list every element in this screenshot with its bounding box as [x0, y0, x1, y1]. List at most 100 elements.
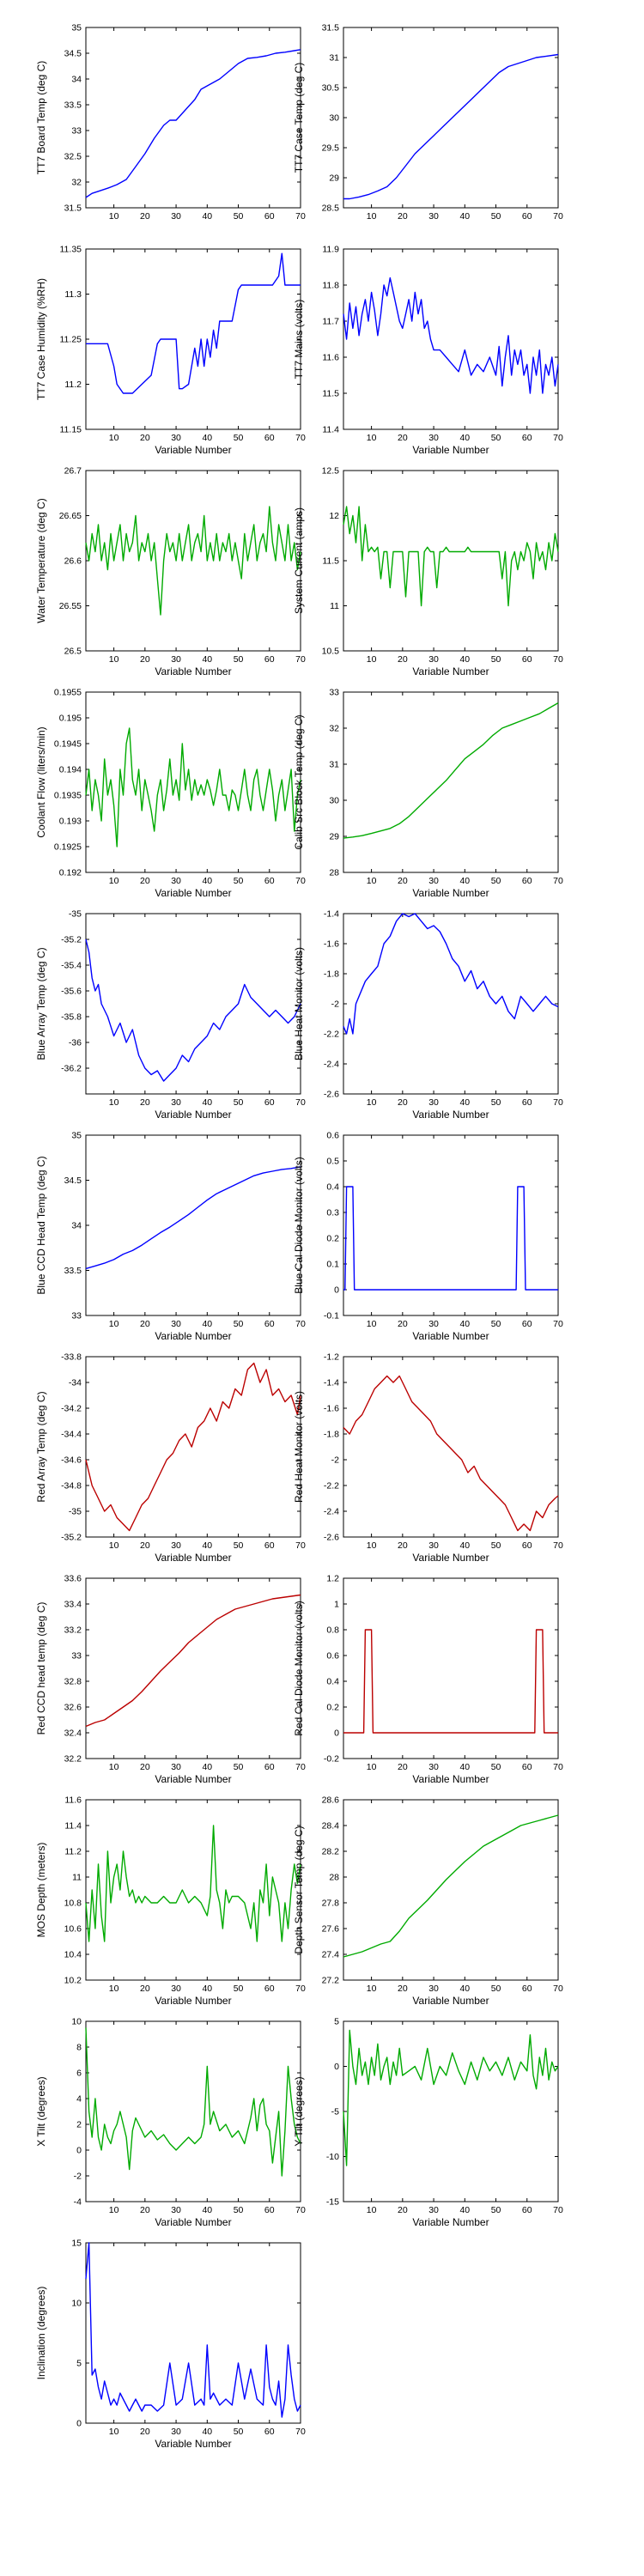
x-tick-label: 60 — [522, 1984, 532, 1994]
x-tick-label: 30 — [171, 1319, 181, 1329]
x-tick-label: 60 — [522, 211, 532, 222]
x-axis-label: Variable Number — [155, 2216, 231, 2228]
series-line — [343, 913, 559, 1035]
series-line — [343, 276, 559, 394]
y-tick-label: -36 — [69, 1038, 82, 1048]
x-tick-label: 70 — [295, 1984, 306, 1994]
chart-panel-10: 10 20 30 40 50 60 70 -2.6 -2.4 -2.2 -2 -1.8 -1.6 -1.4… — [293, 909, 563, 1121]
x-tick-label: 30 — [428, 1097, 439, 1108]
y-tick-label: 28.5 — [322, 204, 340, 214]
y-tick-label: -34.4 — [61, 1430, 82, 1440]
y-tick-label: 0.8 — [326, 1625, 339, 1636]
y-tick-label: 34 — [71, 1221, 82, 1231]
y-tick-label: 11.3 — [64, 289, 82, 300]
chart-panel-17: 10 20 30 40 50 60 70 10.2 10.4 10.6 10.8 11 11.2 11.4… — [35, 1795, 306, 2008]
plot-frame — [343, 1134, 559, 1316]
x-axis-label: Variable Number — [155, 1109, 231, 1121]
chart-panel-9: 10 20 30 40 50 60 70 -36.2 -36 -35.8 -35.6 -35.4 -35… — [35, 909, 306, 1121]
x-tick-label: 10 — [109, 876, 119, 886]
y-tick-label: 10.5 — [322, 647, 340, 657]
y-tick-label: 26.65 — [59, 511, 82, 521]
plot-frame — [343, 248, 559, 430]
x-tick-label: 30 — [428, 876, 439, 886]
chart-panel-8: 10 20 30 40 50 60 70 28 29 30 31 32 33 Calib Src Bloc… — [293, 688, 563, 900]
plot-frame — [85, 1799, 301, 1981]
y-tick-label: 11.2 — [64, 1847, 82, 1857]
y-tick-label: 27.8 — [322, 1899, 340, 1909]
plot-frame — [343, 2020, 559, 2202]
x-axis-label: Variable Number — [412, 887, 489, 899]
x-tick-label: 10 — [367, 433, 377, 443]
y-tick-label: 31 — [329, 760, 339, 770]
x-tick-label: 20 — [398, 211, 408, 222]
x-tick-label: 10 — [109, 1319, 119, 1329]
plot-frame — [85, 2242, 301, 2424]
y-tick-label: 10.4 — [64, 1950, 82, 1960]
y-tick-label: 11.15 — [60, 425, 82, 435]
x-tick-label: 10 — [367, 876, 377, 886]
y-tick-label: -35.2 — [61, 1533, 82, 1543]
y-tick-label: 6 — [76, 2069, 82, 2079]
x-tick-label: 30 — [171, 211, 181, 222]
x-tick-label: 20 — [140, 2205, 150, 2215]
x-axis-label: Variable Number — [412, 2216, 489, 2228]
y-tick-label: 11.8 — [322, 281, 339, 291]
x-tick-label: 30 — [428, 1984, 439, 1994]
y-tick-label: -36.2 — [61, 1064, 82, 1074]
x-axis-label: Variable Number — [155, 444, 231, 456]
x-tick-label: 50 — [491, 1540, 501, 1551]
x-tick-label: 10 — [109, 433, 119, 443]
y-axis-label: TT7 Case Temp (deg C) — [293, 63, 305, 173]
series-line — [85, 1362, 301, 1532]
y-tick-label: 11.7 — [322, 317, 339, 327]
series-line — [343, 2029, 559, 2166]
y-axis-label: Inclination (degrees) — [35, 2287, 47, 2380]
x-tick-label: 10 — [109, 1097, 119, 1108]
y-tick-label: 29 — [329, 173, 339, 184]
x-tick-label: 10 — [109, 654, 119, 665]
x-tick-label: 60 — [264, 1540, 275, 1551]
plot-frame — [343, 1799, 559, 1981]
y-tick-label: 1.2 — [326, 1574, 339, 1584]
y-tick-label: 26.55 — [59, 601, 82, 611]
x-tick-label: 40 — [459, 433, 470, 443]
x-tick-label: 20 — [398, 2205, 408, 2215]
x-tick-label: 60 — [264, 2427, 275, 2437]
x-tick-label: 50 — [491, 1984, 501, 1994]
y-tick-label: 0.1955 — [54, 688, 82, 698]
x-tick-label: 70 — [295, 1097, 306, 1108]
x-tick-label: 50 — [491, 433, 501, 443]
chart-panel-3: 10 20 30 40 50 60 70 11.15 11.2 11.25 11.3 11.35 TT7… — [35, 245, 306, 457]
x-tick-label: 40 — [459, 1984, 470, 1994]
y-axis-label: Red CCD head temp (deg C) — [35, 1602, 47, 1735]
x-tick-label: 40 — [202, 2427, 212, 2437]
y-tick-label: -2.4 — [324, 1507, 339, 1517]
plot-frame — [85, 913, 301, 1095]
y-tick-label: 28.2 — [322, 1847, 340, 1857]
x-tick-label: 70 — [295, 211, 306, 222]
y-tick-label: 0.192 — [59, 868, 82, 878]
chart-panel-18: 10 20 30 40 50 60 70 27.2 27.4 27.6 27.8 28 28.2 28.4… — [293, 1795, 563, 2008]
y-tick-label: 11.2 — [64, 380, 82, 390]
x-tick-label: 40 — [459, 1319, 470, 1329]
y-tick-label: -2.2 — [324, 1030, 339, 1040]
chart-panel-6: 10 20 30 40 50 60 70 10.5 11 11.5 12 12.5 System Cur… — [293, 466, 563, 678]
plot-frame — [343, 27, 559, 209]
x-tick-label: 20 — [398, 1984, 408, 1994]
chart-panel-11: 10 20 30 40 50 60 70 33 33.5 34 34.5 35 Blue CCD Hea… — [35, 1131, 306, 1343]
x-tick-label: 70 — [553, 1540, 563, 1551]
x-tick-label: 20 — [398, 1540, 408, 1551]
x-tick-label: 40 — [202, 2205, 212, 2215]
y-tick-label: -2.4 — [324, 1060, 339, 1070]
x-tick-label: 20 — [140, 1762, 150, 1772]
x-tick-label: 20 — [140, 1097, 150, 1108]
x-tick-label: 60 — [264, 876, 275, 886]
y-tick-label: 33.4 — [64, 1600, 82, 1610]
x-tick-label: 30 — [428, 211, 439, 222]
x-tick-label: 30 — [428, 2205, 439, 2215]
x-tick-label: 30 — [171, 1540, 181, 1551]
y-tick-label: 0 — [334, 1285, 339, 1296]
x-tick-label: 70 — [553, 433, 563, 443]
x-tick-label: 50 — [491, 1319, 501, 1329]
y-tick-label: -0.2 — [324, 1754, 339, 1765]
